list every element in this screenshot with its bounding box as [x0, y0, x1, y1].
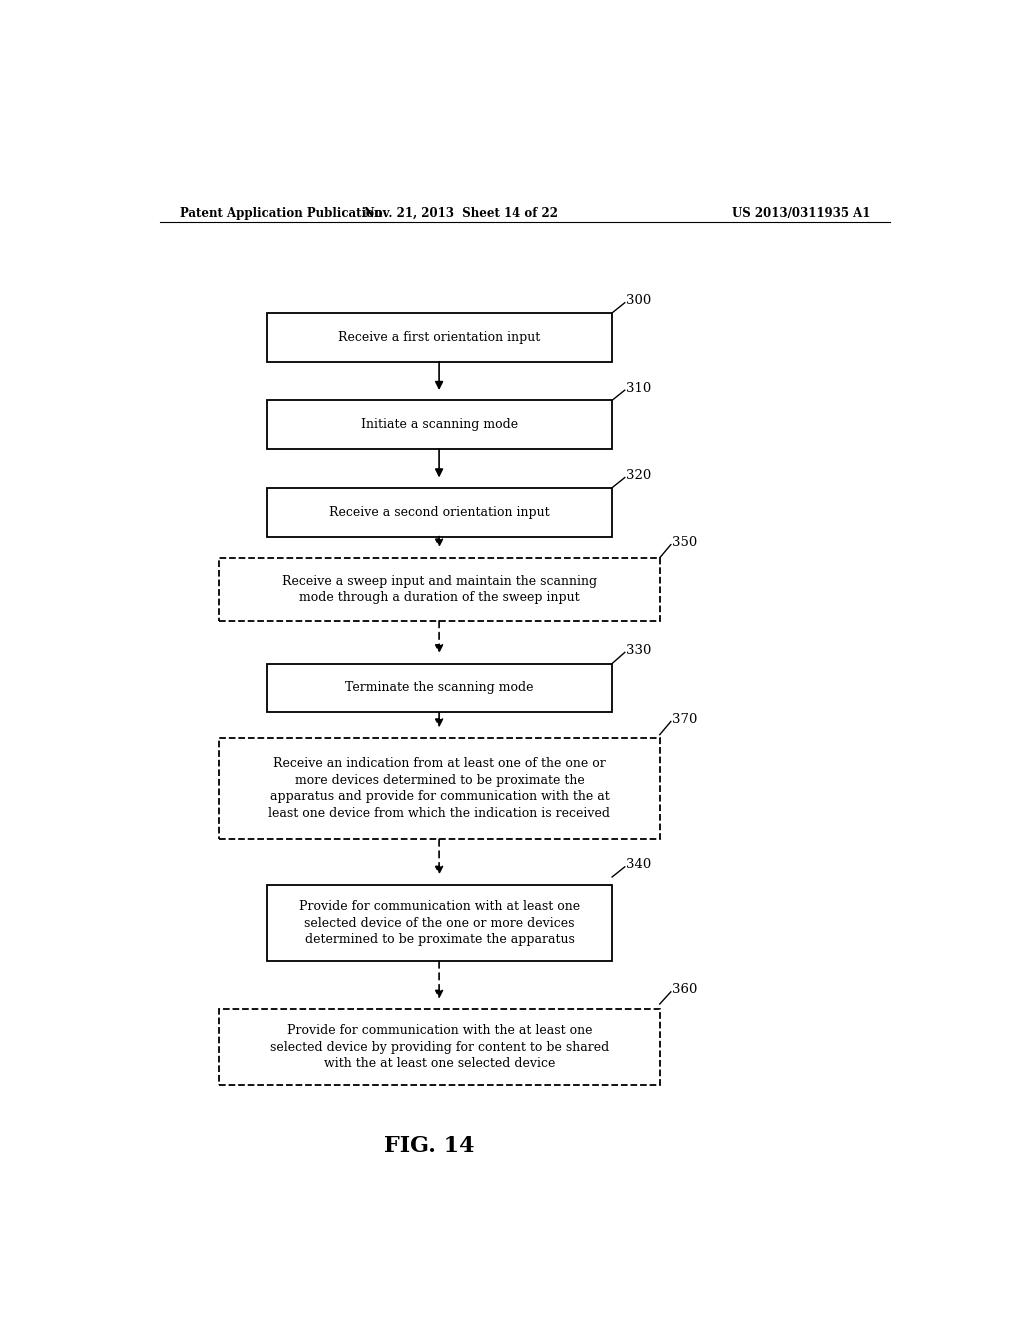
Bar: [267, 664, 612, 713]
Text: Initiate a scanning mode: Initiate a scanning mode: [360, 418, 518, 432]
Text: Receive a first orientation input: Receive a first orientation input: [338, 331, 541, 343]
Text: 320: 320: [627, 469, 651, 482]
Text: Receive an indication from at least one of the one or
more devices determined to: Receive an indication from at least one …: [268, 758, 610, 820]
Text: 370: 370: [673, 713, 697, 726]
Text: Provide for communication with the at least one
selected device by providing for: Provide for communication with the at le…: [270, 1024, 609, 1071]
Text: Nov. 21, 2013  Sheet 14 of 22: Nov. 21, 2013 Sheet 14 of 22: [365, 207, 558, 220]
Text: 330: 330: [627, 644, 651, 657]
Bar: [267, 313, 612, 362]
Text: 310: 310: [627, 381, 651, 395]
Text: FIG. 14: FIG. 14: [384, 1135, 475, 1158]
Text: US 2013/0311935 A1: US 2013/0311935 A1: [731, 207, 870, 220]
Bar: [267, 400, 612, 449]
Bar: [267, 487, 612, 536]
Text: 300: 300: [627, 294, 651, 308]
Text: 350: 350: [673, 536, 697, 549]
Text: Terminate the scanning mode: Terminate the scanning mode: [345, 681, 534, 694]
Bar: [267, 886, 612, 961]
Text: Receive a second orientation input: Receive a second orientation input: [329, 506, 550, 519]
Text: Receive a sweep input and maintain the scanning
mode through a duration of the s: Receive a sweep input and maintain the s…: [282, 574, 597, 605]
Bar: [219, 738, 659, 840]
Text: Patent Application Publication: Patent Application Publication: [179, 207, 382, 220]
Text: 360: 360: [673, 983, 697, 997]
Bar: [219, 558, 659, 620]
Text: Provide for communication with at least one
selected device of the one or more d: Provide for communication with at least …: [299, 900, 580, 946]
Text: 340: 340: [627, 858, 651, 871]
Bar: [219, 1008, 659, 1085]
